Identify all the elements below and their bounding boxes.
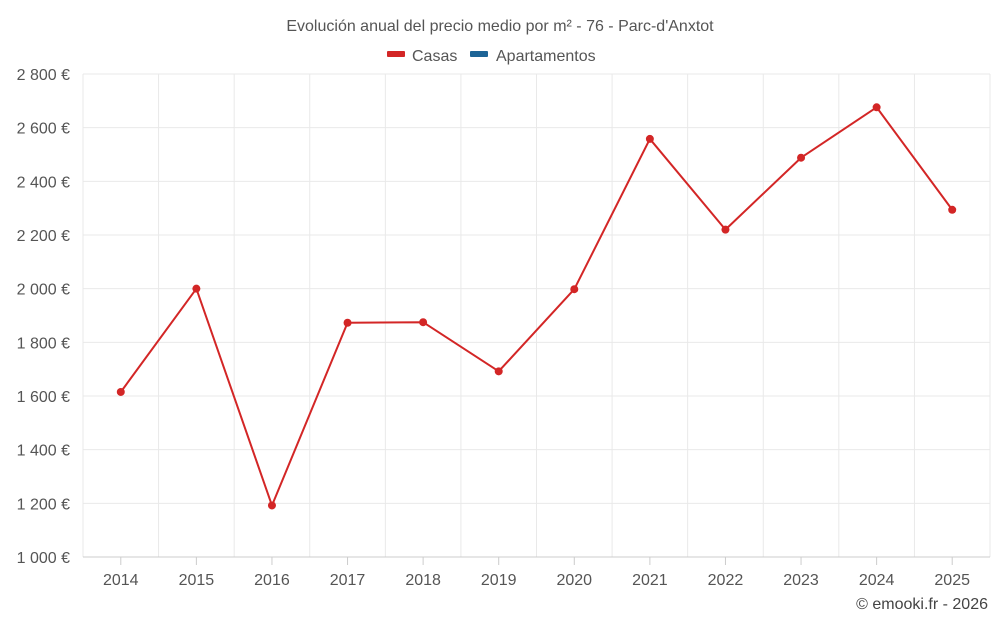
data-point[interactable] xyxy=(948,205,957,214)
legend-item-casas[interactable]: Casas xyxy=(387,48,457,65)
x-tick-label: 2023 xyxy=(783,572,819,589)
data-point[interactable] xyxy=(494,367,503,376)
series-area xyxy=(116,103,957,510)
y-tick-label: 1 200 € xyxy=(17,496,70,513)
y-tick-label: 2 000 € xyxy=(17,282,70,299)
data-point[interactable] xyxy=(419,318,428,327)
data-point[interactable] xyxy=(116,387,125,396)
data-point[interactable] xyxy=(570,285,579,294)
y-tick-label: 2 600 € xyxy=(17,121,70,138)
y-axis: 1 000 € 1 200 € 1 400 € 1 600 € 1 800 € 2 000… xyxy=(17,67,70,567)
x-tick-label: 2014 xyxy=(103,572,139,589)
data-point[interactable] xyxy=(192,284,201,293)
x-tick-label: 2018 xyxy=(405,572,441,589)
data-point[interactable] xyxy=(267,501,276,510)
x-tick-label: 2020 xyxy=(556,572,592,589)
x-tick-label: 2025 xyxy=(934,572,970,589)
y-tick-label: 1 600 € xyxy=(17,389,70,406)
x-tick-label: 2015 xyxy=(179,572,215,589)
legend-swatch xyxy=(470,51,488,57)
x-tick-label: 2016 xyxy=(254,572,290,589)
y-tick-label: 1 800 € xyxy=(17,335,70,352)
credit-text: © emooki.fr - 2026 xyxy=(856,596,988,613)
y-tick-label: 2 200 € xyxy=(17,228,70,245)
legend-item-apartamentos[interactable]: Apartamentos xyxy=(470,48,596,65)
chart-title: Evolución anual del precio medio por m² … xyxy=(286,18,714,35)
data-point[interactable] xyxy=(797,153,806,162)
y-tick-label: 1 400 € xyxy=(17,443,70,460)
data-point[interactable] xyxy=(343,318,352,327)
x-tick-label: 2021 xyxy=(632,572,668,589)
x-tick-label: 2022 xyxy=(708,572,744,589)
legend-swatch xyxy=(387,51,405,57)
x-tick-label: 2017 xyxy=(330,572,366,589)
x-tick-label: 2019 xyxy=(481,572,517,589)
series-line-casas xyxy=(119,106,954,507)
legend-label: Apartamentos xyxy=(496,48,596,65)
data-point[interactable] xyxy=(645,134,654,143)
y-tick-label: 2 400 € xyxy=(17,174,70,191)
data-point[interactable] xyxy=(721,225,730,234)
x-axis: 2014 2015 2016 2017 2018 2019 2020 2021 2022 2023… xyxy=(83,556,990,589)
data-point[interactable] xyxy=(872,103,881,112)
legend-label: Casas xyxy=(412,48,457,65)
y-tick-label: 2 800 € xyxy=(17,67,70,84)
y-tick-label: 1 000 € xyxy=(17,550,70,567)
grid xyxy=(82,73,991,558)
x-tick-label: 2024 xyxy=(859,572,895,589)
legend: Casas Apartamentos xyxy=(387,48,596,65)
